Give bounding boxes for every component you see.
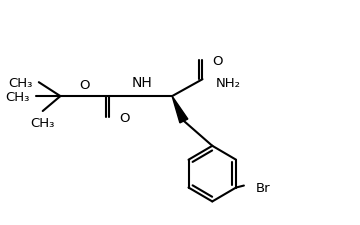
Text: CH₃: CH₃ [9, 76, 33, 89]
Text: O: O [212, 55, 223, 68]
Text: NH: NH [131, 76, 152, 90]
Polygon shape [172, 97, 188, 123]
Text: O: O [80, 78, 90, 91]
Text: O: O [119, 112, 130, 125]
Text: NH₂: NH₂ [216, 76, 241, 89]
Text: CH₃: CH₃ [6, 90, 30, 103]
Text: Br: Br [256, 181, 270, 194]
Text: CH₃: CH₃ [31, 117, 55, 130]
